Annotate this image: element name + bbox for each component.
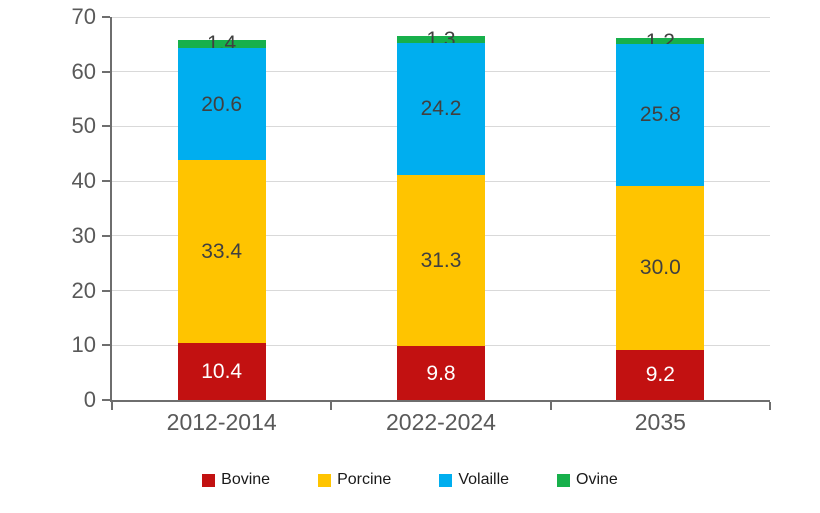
x-tick-label-2035: 2035 xyxy=(634,409,686,435)
y-tick-label: 50 xyxy=(71,113,96,139)
bar-segment-volaille: 24.2 xyxy=(397,42,485,176)
legend-label: Porcine xyxy=(337,471,392,488)
bar-segment-volaille: 20.6 xyxy=(177,47,266,161)
x-axis-tick xyxy=(111,402,113,410)
data-label: 10.4 xyxy=(201,360,243,384)
bar-segment-bovine: 9.8 xyxy=(397,346,485,400)
data-label: 9.2 xyxy=(645,363,675,387)
y-axis-tick xyxy=(102,399,110,401)
x-axis-tick xyxy=(769,402,771,410)
y-axis-line xyxy=(110,17,112,402)
y-tick-label: 30 xyxy=(71,222,96,248)
data-label: 20.6 xyxy=(201,92,243,116)
x-axis-tick xyxy=(549,402,552,410)
legend: Bovine Porcine Volaille Ovine xyxy=(0,471,820,489)
y-tick-label: 10 xyxy=(71,332,96,358)
legend-label: Bovine xyxy=(221,471,271,488)
data-label: 24.2 xyxy=(420,97,462,121)
legend-item-bovine: Bovine xyxy=(202,471,270,489)
y-axis-tick xyxy=(102,180,110,183)
x-tick-label-2012-2014: 2012-2014 xyxy=(166,409,277,435)
y-axis-tick xyxy=(102,125,110,128)
bar-segment-ovine: 1.4 xyxy=(177,33,266,54)
bar-segment-porcine: 33.4 xyxy=(177,160,266,344)
legend-label: Ovine xyxy=(576,471,618,488)
legend-item-ovine: Ovine xyxy=(557,471,618,489)
data-label: 9.8 xyxy=(426,361,456,385)
data-label: 31.3 xyxy=(420,249,462,273)
y-axis-tick xyxy=(102,234,110,237)
bar-segment-ovine: 1.3 xyxy=(397,29,485,50)
data-label: 33.4 xyxy=(201,240,243,264)
legend-item-volaille: Volaille xyxy=(439,471,509,489)
y-axis-tick xyxy=(102,289,110,292)
y-tick-label: 60 xyxy=(71,58,96,84)
bar-segment-bovine: 9.2 xyxy=(616,349,705,400)
y-tick-label: 0 xyxy=(83,387,96,412)
x-axis-labels: 2012-2014 2022-2024 2035 xyxy=(112,409,770,436)
bar-segment-porcine: 31.3 xyxy=(397,175,485,347)
gridline-y-70 xyxy=(112,16,770,18)
legend-item-porcine: Porcine xyxy=(318,471,391,489)
y-axis-tick xyxy=(102,70,110,73)
y-tick-label: 70 xyxy=(71,4,96,29)
data-label: 30.0 xyxy=(639,256,681,280)
y-tick-label: 40 xyxy=(71,168,96,194)
stacked-bar-2035: 9.2 30.0 25.8 1.2 xyxy=(616,31,705,400)
legend-label: Volaille xyxy=(458,471,510,488)
legend-swatch-icon xyxy=(202,473,216,487)
legend-swatch-icon xyxy=(439,473,453,487)
x-axis-tick xyxy=(330,402,333,410)
bar-segment-bovine: 10.4 xyxy=(177,343,266,400)
bar-segment-volaille: 25.8 xyxy=(616,44,705,186)
y-axis-tick xyxy=(102,16,110,18)
bar-segment-porcine: 30.0 xyxy=(616,185,705,350)
y-axis-tick xyxy=(102,344,110,347)
legend-swatch-icon xyxy=(557,473,571,487)
x-axis-line xyxy=(110,400,770,402)
legend-swatch-icon xyxy=(318,473,332,487)
y-tick-label: 20 xyxy=(71,277,96,303)
stacked-bar-2022-2024: 9.8 31.3 24.2 1.3 xyxy=(397,29,485,400)
plot-area: 0 10 20 30 40 50 60 70 10.4 33.4 20.6 1.4 9.8 31.3 24.… xyxy=(72,4,771,412)
stacked-bar-2012-2014: 10.4 33.4 20.6 1.4 xyxy=(177,33,266,400)
data-label: 25.8 xyxy=(639,103,681,127)
x-tick-label-2022-2024: 2022-2024 xyxy=(385,409,496,435)
